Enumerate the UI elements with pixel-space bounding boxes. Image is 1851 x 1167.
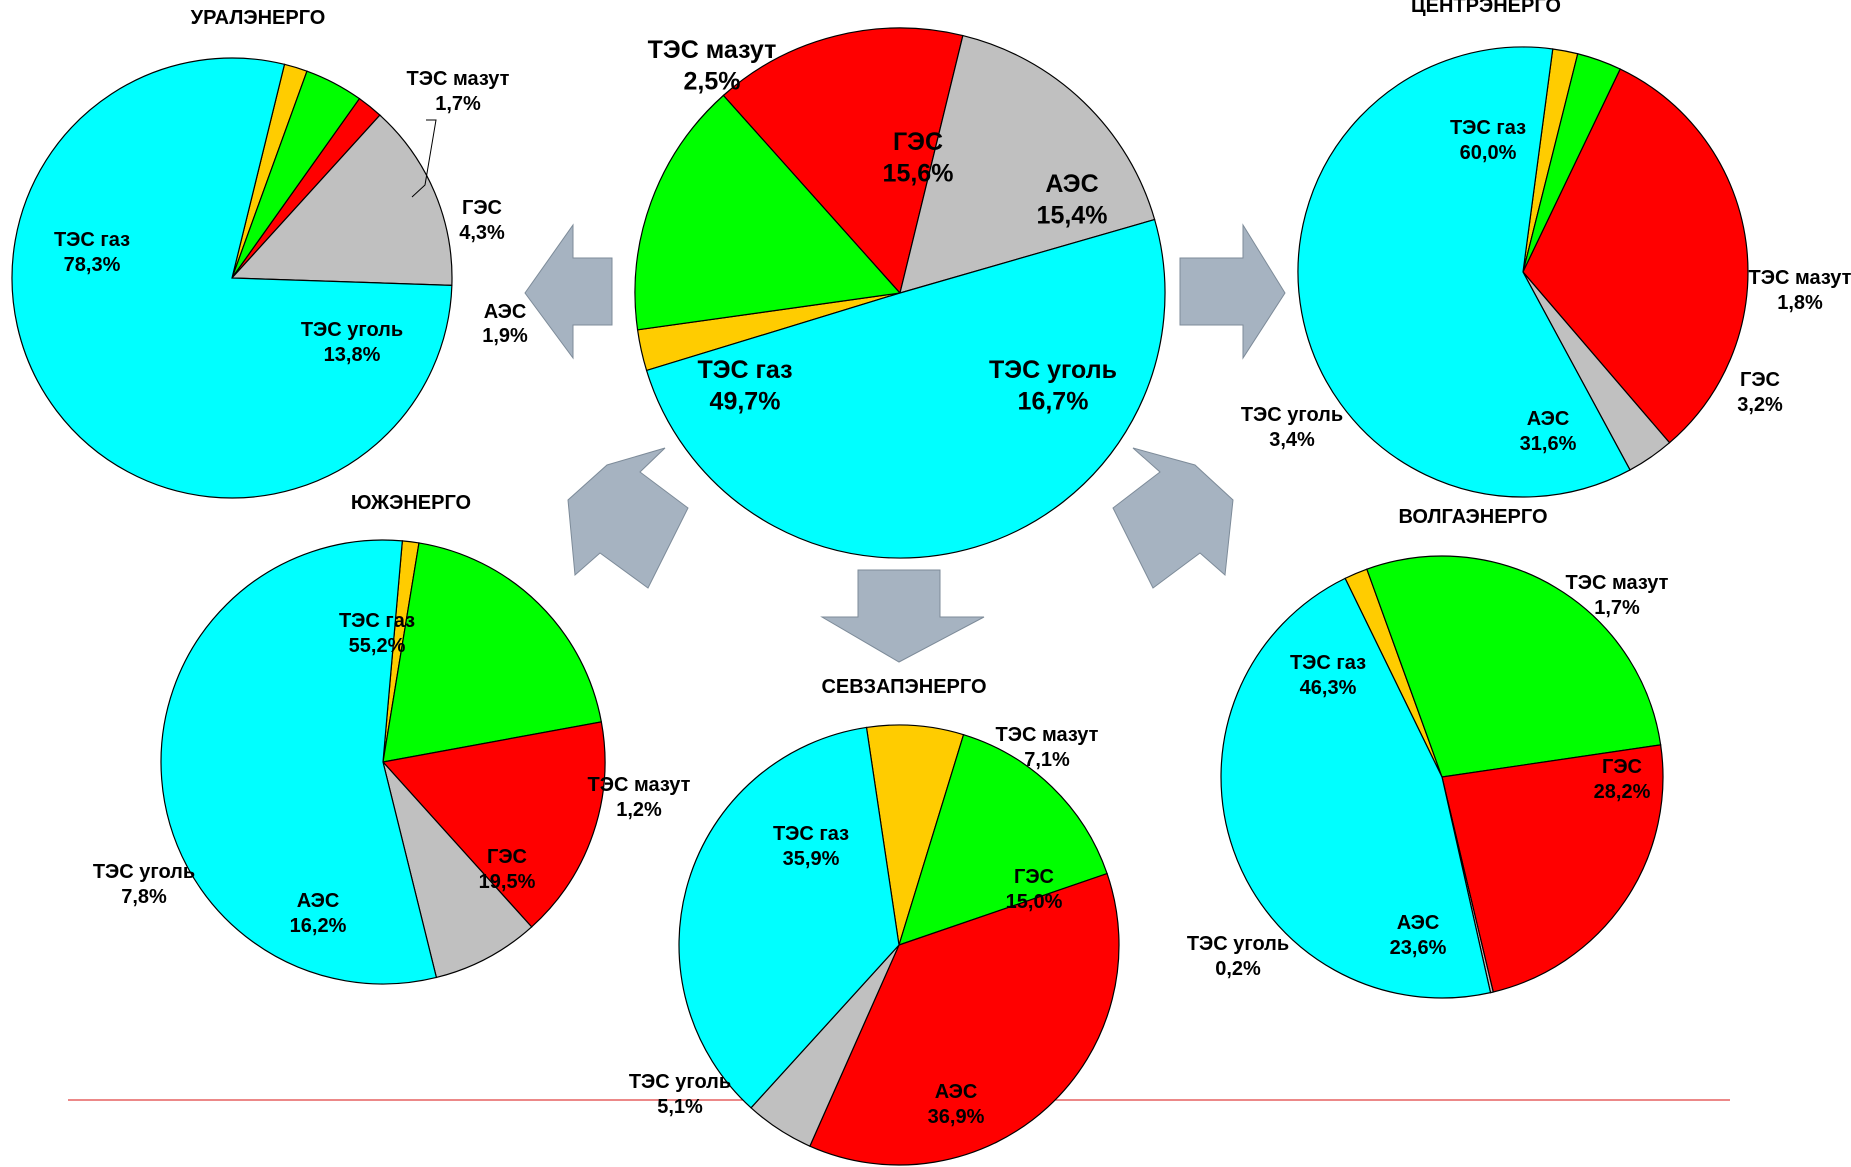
pies-layer: [11, 27, 1749, 1166]
pie-ural: [11, 57, 453, 499]
arrow-to-center: [1179, 223, 1286, 360]
label-sevzap-gas: ТЭС газ 35,9%: [773, 823, 849, 870]
label-south-ges: ГЭС 19,5%: [479, 846, 536, 893]
pie-sevzap-slice-gas: [678, 726, 900, 1109]
pie-total: [634, 27, 1166, 559]
arrow-to-volga: [1112, 447, 1234, 589]
label-sevzap-aes: АЭС 36,9%: [928, 1081, 985, 1128]
pie-center-slice-gas: [1297, 46, 1631, 498]
pie-volga: [1220, 555, 1664, 999]
label-south-mazut: ТЭС мазут 1,2%: [588, 774, 691, 821]
pie-center-slice-aes: [1522, 68, 1749, 444]
pie-ural-slice-gas: [11, 57, 453, 499]
title-center: ЦЕНТРЭНЕРГО: [1411, 0, 1561, 17]
pie-ural-slice-coal: [230, 114, 453, 286]
title-volga: ВОЛГАЭНЕРГО: [1398, 506, 1547, 528]
pie-total-slice-ges: [634, 94, 902, 331]
label-center-ges: ГЭС 3,2%: [1737, 369, 1783, 416]
label-south-aes: АЭС 16,2%: [290, 890, 347, 937]
pie-south-slice-aes: [381, 721, 606, 928]
label-total-coal: ТЭС уголь 16,7%: [989, 356, 1117, 415]
pie-total-slice-gas: [645, 218, 1166, 559]
label-volga-gas: ТЭС газ 46,3%: [1290, 652, 1366, 699]
label-south-gas: ТЭС газ 55,2%: [339, 610, 415, 657]
title-ural: УРАЛЭНЕРГО: [191, 7, 326, 29]
pie-sevzap-slice-ges: [898, 733, 1108, 946]
labels-layer: ТЭС мазут 2,5% ГЭС 15,6% АЭС 15,4% ТЭС уголь 16…: [54, 36, 1851, 1128]
pie-south-slice-coal: [382, 761, 533, 979]
pie-south: [160, 539, 606, 985]
label-volga-coal: ТЭС уголь 0,2%: [1187, 933, 1289, 980]
title-south: ЮЖЭНЕРГО: [351, 492, 471, 514]
label-ural-ges: ГЭС 4,3%: [459, 197, 505, 244]
pie-volga-slice-gas: [1220, 577, 1492, 999]
direction-arrows: [524, 223, 1286, 663]
label-sevzap-mazut: ТЭС мазут 7,1%: [996, 724, 1099, 771]
label-ural-mazut: ТЭС мазут 1,7%: [407, 68, 510, 115]
label-center-mazut: ТЭС мазут 1,8%: [1749, 267, 1851, 314]
label-total-gas: ТЭС газ 49,7%: [697, 356, 792, 415]
label-center-coal: ТЭС уголь 3,4%: [1241, 404, 1343, 451]
pie-volga-slice-ges: [1366, 555, 1662, 778]
label-total-ges: ГЭС 15,6%: [883, 128, 954, 187]
label-sevzap-coal: ТЭС уголь 5,1%: [629, 1071, 731, 1118]
pie-total-slice-aes: [722, 27, 964, 295]
label-total-aes: АЭС 15,4%: [1037, 170, 1108, 229]
arrow-to-ural: [524, 223, 613, 360]
label-sevzap-ges: ГЭС 15,0%: [1006, 866, 1063, 913]
pie-total-slice-coal: [899, 34, 1156, 294]
title-sevzap: СЕВЗАПЭНЕРГО: [821, 676, 986, 698]
pie-sevzap: [678, 724, 1120, 1166]
pie-volga-slice-aes: [1441, 744, 1664, 993]
arrow-to-south: [567, 447, 689, 589]
label-volga-ges: ГЭС 28,2%: [1594, 756, 1651, 803]
arrow-to-sevzap: [820, 569, 985, 663]
label-volga-mazut: ТЭС мазут 1,7%: [1566, 572, 1669, 619]
label-center-aes: АЭС 31,6%: [1520, 408, 1577, 455]
label-ural-aes: АЭС 1,9%: [482, 301, 528, 347]
label-volga-aes: АЭС 23,6%: [1390, 912, 1447, 959]
label-ural-coal: ТЭС уголь 13,8%: [301, 319, 403, 366]
pie-south-slice-ges: [382, 542, 603, 763]
label-center-gas: ТЭС газ 60,0%: [1450, 117, 1526, 164]
pie-south-slice-gas: [160, 539, 438, 985]
label-south-coal: ТЭС уголь 7,8%: [93, 861, 195, 908]
label-ural-gas: ТЭС газ 78,3%: [54, 229, 130, 276]
titles-layer: УРАЛЭНЕРГО ЦЕНТРЭНЕРГО ЮЖЭНЕРГО СЕВЗАПЭНЕРГ…: [191, 0, 1561, 698]
leader-ural-mazut: [411, 119, 437, 198]
pie-center: [1297, 46, 1749, 498]
pie-sevzap-slice-aes: [809, 872, 1120, 1166]
label-total-mazut: ТЭС мазут 2,5%: [648, 36, 777, 95]
